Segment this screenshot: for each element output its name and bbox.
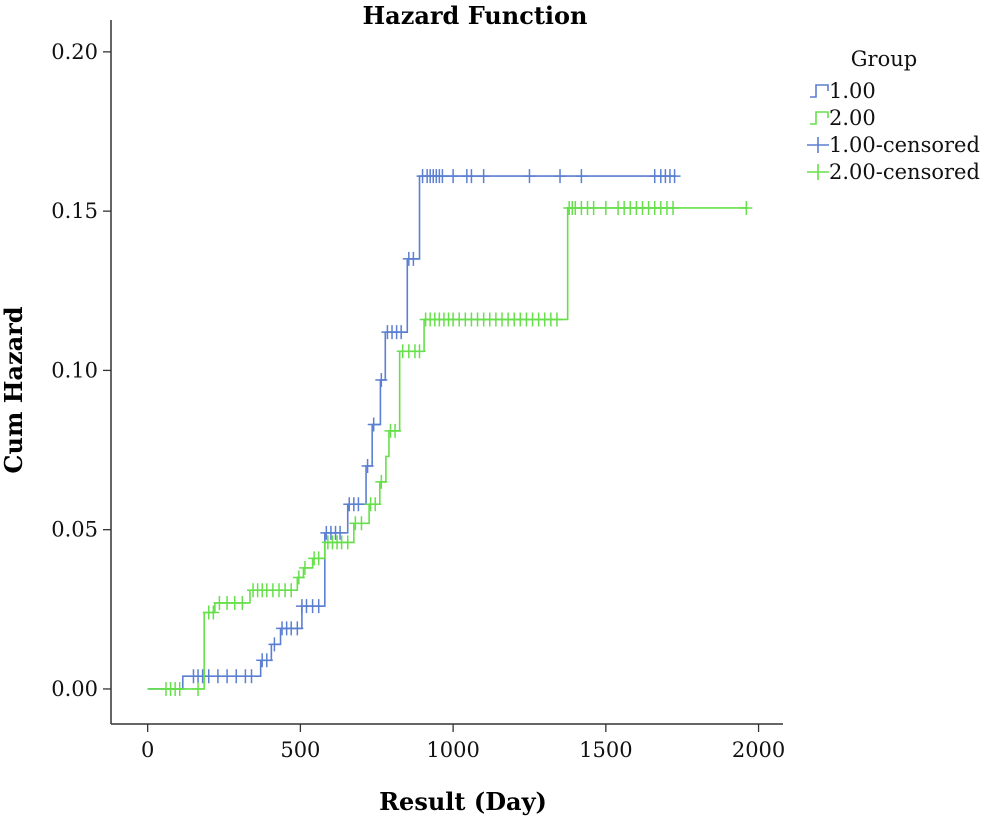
- censored-mark: [369, 497, 382, 512]
- axes: 0 500 1000 1500 2000 0.00 0.05 0.10 0.15 0.20: [51, 20, 785, 762]
- censored-mark: [292, 570, 305, 585]
- legend-entry-label: 2.00: [829, 106, 876, 130]
- censored-mark: [413, 344, 426, 359]
- censored-mark: [395, 325, 408, 340]
- censored-mark: [667, 200, 680, 215]
- censored-mark: [236, 595, 249, 610]
- legend-plus-symbol: [807, 137, 829, 153]
- legend-plus-symbol: [807, 164, 829, 180]
- step-line-1-00: [147, 175, 677, 690]
- censored-mark: [367, 417, 380, 432]
- censored-mark: [291, 621, 304, 636]
- censored-mark: [268, 637, 281, 652]
- legend-title: Group: [851, 47, 917, 71]
- censored-mark: [575, 169, 588, 184]
- legend-entry-label: 1.00-censored: [829, 133, 980, 157]
- y-ticks: 0.00 0.05 0.10 0.15 0.20: [51, 40, 111, 701]
- censored-mark: [550, 312, 563, 327]
- y-tick-label: 0.05: [51, 518, 98, 542]
- censored-mark: [361, 458, 374, 473]
- legend-entry-label: 2.00-censored: [829, 160, 980, 184]
- series-1-00: [147, 169, 681, 690]
- censored-mark: [740, 200, 753, 215]
- censored-mark: [173, 681, 186, 696]
- censored-mark: [298, 560, 311, 575]
- censored-mark: [192, 681, 205, 696]
- series-layer: [147, 169, 753, 696]
- x-tick-label: 500: [280, 738, 320, 762]
- legend: Group 1.00 2.00 1.00-censored 2.00-censored: [807, 47, 980, 184]
- y-tick-label: 0.15: [51, 199, 98, 223]
- step-line-2-00: [147, 207, 748, 690]
- legend-step-symbol: [810, 84, 829, 98]
- censored-mark: [668, 169, 681, 184]
- x-ticks: 0 500 1000 1500 2000: [141, 724, 785, 762]
- censored-mark: [341, 535, 354, 550]
- legend-step-symbol: [810, 111, 829, 125]
- x-tick-label: 0: [141, 738, 154, 762]
- censored-mark: [285, 583, 298, 598]
- y-tick-label: 0.10: [51, 358, 98, 382]
- x-axis-title: Result (Day): [379, 787, 547, 816]
- x-tick-label: 1000: [426, 738, 479, 762]
- chart-title: Hazard Function: [363, 1, 588, 30]
- censored-mark: [407, 251, 420, 266]
- censored-mark: [389, 423, 402, 438]
- censored-mark: [260, 653, 273, 668]
- x-tick-label: 2000: [732, 738, 785, 762]
- censored-mark: [523, 169, 536, 184]
- censored-mark: [447, 169, 460, 184]
- censored-mark: [436, 169, 449, 184]
- legend-entry-label: 1.00: [829, 79, 876, 103]
- y-tick-label: 0.00: [51, 677, 98, 701]
- censored-mark: [352, 497, 365, 512]
- y-tick-label: 0.20: [51, 40, 98, 64]
- censored-mark: [312, 551, 325, 566]
- censored-mark: [554, 169, 567, 184]
- censored-mark: [312, 599, 325, 614]
- censored-mark: [477, 169, 490, 184]
- censored-mark: [375, 474, 388, 489]
- censored-mark: [355, 516, 368, 531]
- censored-mark: [334, 525, 347, 540]
- series-2-00: [147, 200, 753, 696]
- censored-mark: [207, 605, 220, 620]
- censored-mark: [245, 669, 258, 684]
- x-tick-label: 1500: [579, 738, 632, 762]
- censored-mark: [587, 200, 600, 215]
- censored-mark: [375, 372, 388, 387]
- y-axis-title: Cum Hazard: [0, 306, 28, 473]
- censored-mark: [465, 169, 478, 184]
- censored-mark: [599, 200, 612, 215]
